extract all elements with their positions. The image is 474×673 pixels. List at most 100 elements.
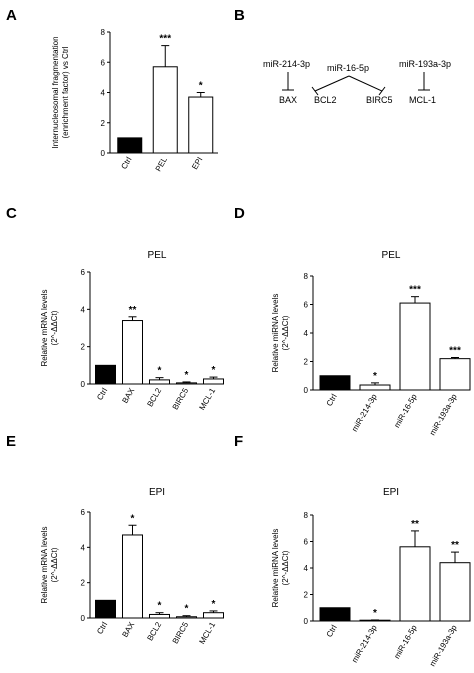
target-bcl2-label: BCL2 bbox=[314, 95, 337, 105]
panel-label-f: F bbox=[234, 433, 243, 450]
panel-label-d: D bbox=[234, 205, 245, 222]
significance-label: * bbox=[199, 81, 203, 92]
bar-mir-193a-3p bbox=[439, 358, 471, 391]
inhibition-bar-bcl2 bbox=[311, 86, 319, 96]
y-axis-title: Internucleosomal fragmentation bbox=[51, 36, 60, 148]
x-tick-label: BAX bbox=[120, 386, 136, 405]
y-tick-label: 0 bbox=[81, 614, 86, 623]
y-axis-title: Relative miRNA levels bbox=[271, 529, 280, 608]
x-tick-label: MCL-1 bbox=[197, 386, 217, 412]
y-tick-label: 4 bbox=[304, 329, 309, 338]
inhibition-line-bcl2 bbox=[314, 75, 350, 92]
x-tick-label: BIRC5 bbox=[171, 620, 191, 645]
bar-birc5 bbox=[176, 616, 197, 619]
bar-mir-16-5p bbox=[399, 546, 431, 622]
y-tick-label: 4 bbox=[101, 89, 106, 98]
y-tick-label: 2 bbox=[304, 358, 309, 367]
target-birc5-label: BIRC5 bbox=[366, 95, 393, 105]
y-axis-title: Relative miRNA levels bbox=[271, 294, 280, 373]
y-axis-title: (2^-ΔΔCt) bbox=[281, 315, 290, 350]
chart-title: EPI bbox=[149, 487, 165, 498]
x-tick-label: BAX bbox=[120, 620, 136, 639]
x-tick-label: Ctrl bbox=[95, 620, 109, 635]
bar-epi bbox=[188, 96, 214, 154]
chart-e: EPI 0 2 4 6 Relative mRNA levels (2^-ΔΔCt) Ctrl… bbox=[40, 487, 224, 646]
x-tick-label: EPI bbox=[190, 156, 204, 172]
x-tick-label: miR-214-3p bbox=[350, 623, 379, 664]
chart-c: PEL 0 2 4 6 Relative mRNA levels (2^-ΔΔCt) Ctrl… bbox=[40, 250, 224, 412]
mirna-16-label: miR-16-5p bbox=[327, 63, 369, 73]
significance-label: ** bbox=[411, 519, 419, 530]
x-tick-label: miR-16-5p bbox=[392, 623, 419, 660]
chart-d: PEL 0 2 4 6 8 Relative miRNA levels (2^-ΔΔCt) Ct… bbox=[271, 250, 471, 437]
y-tick-label: 0 bbox=[81, 380, 86, 389]
x-tick-label: PEL bbox=[154, 155, 170, 173]
significance-label: * bbox=[185, 604, 189, 615]
x-tick-label: Ctrl bbox=[325, 392, 339, 407]
bar-mcl-1 bbox=[203, 378, 224, 385]
y-axis-title: (2^-ΔΔCt) bbox=[281, 550, 290, 585]
target-mcl1-label: MCL-1 bbox=[409, 95, 436, 105]
y-axis-title: Relative mRNA levels bbox=[40, 527, 49, 604]
y-tick-label: 2 bbox=[81, 343, 86, 352]
y-tick-label: 8 bbox=[101, 28, 106, 37]
x-tick-label: miR-16-5p bbox=[392, 392, 419, 429]
bar-ctrl bbox=[95, 599, 116, 619]
y-tick-label: 6 bbox=[101, 58, 106, 67]
y-tick-label: 6 bbox=[81, 268, 86, 277]
bar-ctrl bbox=[319, 375, 351, 391]
x-tick-label: miR-214-3p bbox=[350, 392, 379, 433]
y-tick-label: 8 bbox=[304, 272, 309, 281]
y-axis-title: Relative mRNA levels bbox=[40, 290, 49, 367]
significance-label: * bbox=[212, 599, 216, 610]
panel-label-b: B bbox=[234, 7, 245, 24]
chart-a: 0 2 4 6 8 Internucleosomal fragmentation (enri… bbox=[51, 28, 218, 173]
bar-birc5 bbox=[176, 382, 197, 385]
y-tick-label: 6 bbox=[81, 508, 86, 517]
significance-label: *** bbox=[409, 285, 421, 296]
significance-label: *** bbox=[159, 34, 171, 45]
bar-mcl-1 bbox=[203, 612, 224, 619]
bar-mir-214-3p bbox=[359, 384, 391, 391]
x-tick-label: miR-193a-3p bbox=[428, 392, 459, 437]
significance-label: ** bbox=[451, 540, 459, 551]
bar-bax bbox=[122, 534, 143, 619]
bar-bax bbox=[122, 320, 143, 385]
y-tick-label: 2 bbox=[81, 579, 86, 588]
significance-label: * bbox=[158, 601, 162, 612]
bar-ctrl bbox=[95, 364, 116, 385]
bar-ctrl bbox=[117, 137, 143, 154]
bar-pel bbox=[152, 66, 178, 154]
y-tick-label: 6 bbox=[304, 301, 309, 310]
significance-label: * bbox=[185, 370, 189, 381]
significance-label: ** bbox=[129, 305, 137, 316]
x-tick-label: Ctrl bbox=[95, 386, 109, 401]
y-axis-title: (2^-ΔΔCt) bbox=[50, 547, 59, 582]
x-tick-label: MCL-1 bbox=[197, 620, 217, 646]
y-tick-label: 0 bbox=[101, 149, 106, 158]
y-axis-title: (enrichment factor) vs Ctrl bbox=[61, 46, 70, 138]
y-tick-label: 2 bbox=[101, 119, 106, 128]
bar-mir-193a-3p bbox=[439, 562, 471, 622]
target-bax-label: BAX bbox=[279, 95, 297, 105]
y-tick-label: 0 bbox=[304, 617, 309, 626]
significance-label: *** bbox=[449, 346, 461, 357]
x-tick-label: miR-193a-3p bbox=[428, 623, 459, 668]
y-tick-label: 4 bbox=[81, 543, 86, 552]
significance-label: * bbox=[373, 371, 377, 382]
inhibition-bar-birc5 bbox=[378, 86, 386, 96]
significance-label: * bbox=[373, 608, 377, 619]
chart-f: EPI 0 2 4 6 8 Relative miRNA levels (2^-ΔΔCt) Ct… bbox=[271, 487, 471, 668]
chart-title: PEL bbox=[382, 250, 401, 261]
mirna-target-diagram: miR-214-3p BAX miR-16-5p BCL2 BIRC5 miR-… bbox=[263, 59, 451, 105]
significance-label: * bbox=[212, 365, 216, 376]
y-tick-label: 2 bbox=[304, 591, 309, 600]
bar-bcl2 bbox=[149, 379, 170, 385]
x-tick-label: Ctrl bbox=[325, 623, 339, 638]
mirna-214-label: miR-214-3p bbox=[263, 59, 310, 69]
chart-title: PEL bbox=[148, 250, 167, 261]
chart-title: EPI bbox=[383, 487, 399, 498]
significance-label: * bbox=[158, 366, 162, 377]
panel-label-e: E bbox=[6, 433, 16, 450]
